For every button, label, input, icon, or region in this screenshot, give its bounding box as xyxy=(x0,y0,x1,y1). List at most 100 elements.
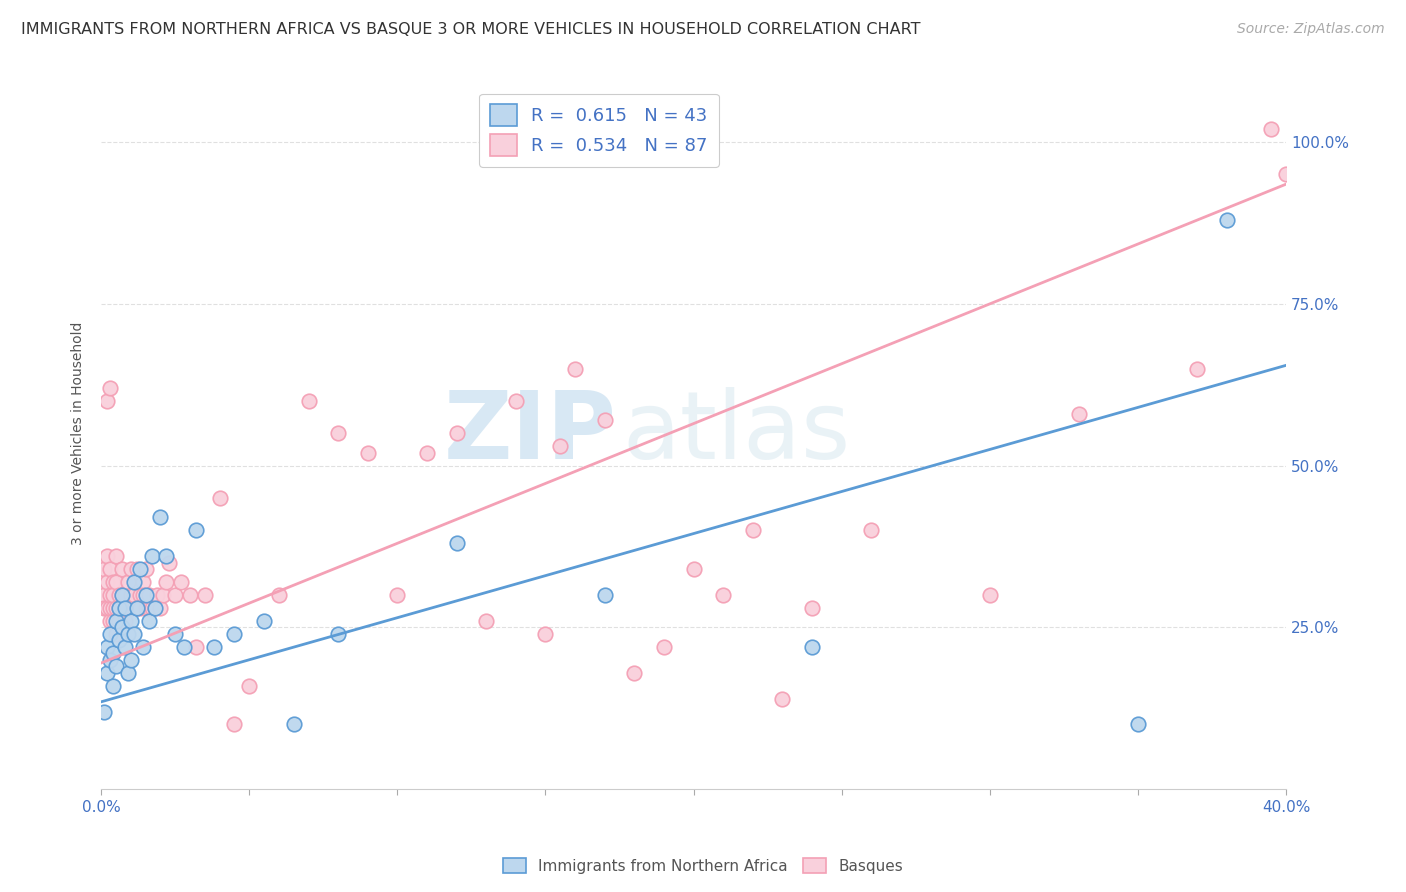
Point xyxy=(202,640,225,654)
Point xyxy=(114,640,136,654)
Point xyxy=(122,601,145,615)
Point xyxy=(135,588,157,602)
Point xyxy=(98,614,121,628)
Point xyxy=(122,627,145,641)
Point xyxy=(297,393,319,408)
Point xyxy=(111,601,134,615)
Point xyxy=(108,614,131,628)
Point xyxy=(120,653,142,667)
Point xyxy=(1260,122,1282,136)
Point xyxy=(860,524,883,538)
Point xyxy=(711,588,734,602)
Point xyxy=(155,549,177,564)
Legend: Immigrants from Northern Africa, Basques: Immigrants from Northern Africa, Basques xyxy=(496,852,910,880)
Point xyxy=(114,588,136,602)
Point xyxy=(98,627,121,641)
Point xyxy=(141,601,163,615)
Point xyxy=(475,614,498,628)
Point xyxy=(96,393,118,408)
Point xyxy=(125,601,148,615)
Point xyxy=(101,601,124,615)
Point xyxy=(101,614,124,628)
Point xyxy=(101,575,124,590)
Point xyxy=(165,588,187,602)
Text: IMMIGRANTS FROM NORTHERN AFRICA VS BASQUE 3 OR MORE VEHICLES IN HOUSEHOLD CORREL: IMMIGRANTS FROM NORTHERN AFRICA VS BASQU… xyxy=(21,22,921,37)
Point xyxy=(179,588,201,602)
Point xyxy=(120,562,142,576)
Point xyxy=(105,575,128,590)
Point xyxy=(741,524,763,538)
Point xyxy=(98,653,121,667)
Point xyxy=(98,381,121,395)
Point xyxy=(108,588,131,602)
Point xyxy=(224,627,246,641)
Point xyxy=(93,588,115,602)
Text: Source: ZipAtlas.com: Source: ZipAtlas.com xyxy=(1237,22,1385,37)
Point xyxy=(357,446,380,460)
Point xyxy=(105,659,128,673)
Point xyxy=(157,556,180,570)
Point xyxy=(143,601,166,615)
Point xyxy=(96,601,118,615)
Point xyxy=(108,633,131,648)
Point xyxy=(184,524,207,538)
Point xyxy=(267,588,290,602)
Point xyxy=(593,413,616,427)
Point xyxy=(623,665,645,680)
Point xyxy=(593,588,616,602)
Point xyxy=(96,549,118,564)
Point xyxy=(550,439,572,453)
Legend: R =  0.615   N = 43, R =  0.534   N = 87: R = 0.615 N = 43, R = 0.534 N = 87 xyxy=(479,94,718,167)
Point xyxy=(128,588,150,602)
Point xyxy=(120,601,142,615)
Point xyxy=(96,665,118,680)
Point xyxy=(105,627,128,641)
Point xyxy=(1185,361,1208,376)
Point xyxy=(93,562,115,576)
Point xyxy=(117,575,139,590)
Point xyxy=(564,361,586,376)
Point xyxy=(534,627,557,641)
Point xyxy=(131,640,153,654)
Point xyxy=(122,575,145,590)
Point xyxy=(122,588,145,602)
Point xyxy=(120,614,142,628)
Point xyxy=(446,536,468,550)
Point xyxy=(98,562,121,576)
Point xyxy=(155,575,177,590)
Point xyxy=(131,575,153,590)
Point xyxy=(135,601,157,615)
Point xyxy=(120,588,142,602)
Point xyxy=(93,705,115,719)
Point xyxy=(149,510,172,524)
Point xyxy=(801,601,824,615)
Point xyxy=(101,646,124,660)
Point xyxy=(194,588,217,602)
Point xyxy=(117,601,139,615)
Point xyxy=(125,601,148,615)
Point xyxy=(111,620,134,634)
Point xyxy=(138,588,160,602)
Point xyxy=(682,562,704,576)
Point xyxy=(170,575,193,590)
Y-axis label: 3 or more Vehicles in Household: 3 or more Vehicles in Household xyxy=(72,322,86,545)
Point xyxy=(328,426,350,441)
Point xyxy=(387,588,409,602)
Point xyxy=(96,640,118,654)
Point xyxy=(98,601,121,615)
Point xyxy=(111,588,134,602)
Text: ZIP: ZIP xyxy=(444,387,617,479)
Point xyxy=(96,575,118,590)
Point xyxy=(128,562,150,576)
Point xyxy=(416,446,439,460)
Point xyxy=(505,393,527,408)
Point xyxy=(101,588,124,602)
Point xyxy=(105,549,128,564)
Point xyxy=(1067,407,1090,421)
Point xyxy=(253,614,276,628)
Point xyxy=(131,588,153,602)
Point xyxy=(105,614,128,628)
Point xyxy=(652,640,675,654)
Point xyxy=(1126,717,1149,731)
Point xyxy=(101,679,124,693)
